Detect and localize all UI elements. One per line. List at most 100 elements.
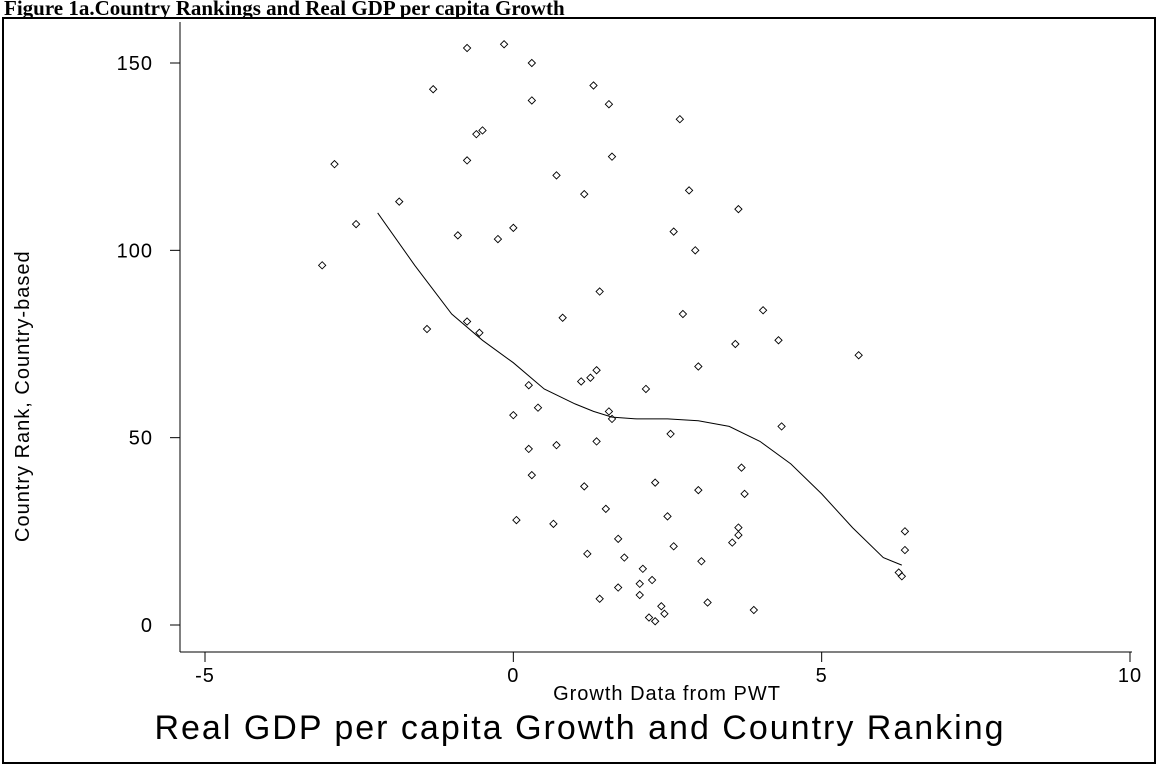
page-heading: Figure 1a.Country Rankings and Real GDP … (4, 0, 565, 18)
data-point (749, 605, 759, 615)
data-point (462, 156, 472, 165)
axes (179, 22, 1132, 653)
data-point (758, 306, 768, 315)
data-point (734, 204, 743, 214)
data-point (607, 152, 617, 161)
data-point (586, 373, 595, 382)
data-point (737, 463, 746, 472)
data-point (638, 564, 648, 574)
data-point (613, 534, 623, 544)
data-point (734, 530, 743, 540)
data-point (527, 470, 537, 480)
data-point (635, 579, 644, 589)
data-point (650, 617, 660, 626)
x-tick-label: -5 (195, 665, 215, 687)
data-point (660, 609, 669, 618)
data-point (549, 519, 558, 529)
data-point (854, 351, 863, 360)
data-point (462, 317, 472, 326)
data-point (453, 231, 463, 240)
data-point (669, 227, 678, 236)
data-point (428, 84, 438, 94)
data-point (669, 542, 678, 551)
data-point (583, 549, 592, 559)
data-point (897, 572, 907, 581)
trend-line-group (377, 212, 902, 566)
data-point (512, 515, 521, 525)
trend-line (377, 212, 902, 566)
data-point (657, 602, 666, 611)
data-point (395, 197, 404, 206)
chart-frame (2, 17, 1156, 764)
data-point (647, 575, 657, 585)
chart-title: Real GDP per capita Growth and Country R… (154, 709, 1006, 747)
data-point (694, 485, 703, 495)
y-ticks: 0 50 100 150 (117, 53, 180, 637)
data-point (644, 613, 654, 622)
data-point (552, 440, 561, 450)
data-point (703, 598, 712, 607)
x-tick-label: 5 (816, 665, 828, 687)
data-point (675, 114, 685, 124)
data-point (493, 234, 503, 244)
data-point (472, 129, 481, 139)
data-point (592, 437, 601, 446)
data-point (613, 583, 623, 592)
data-point (462, 43, 472, 53)
x-ticks: -5 0 5 10 (195, 652, 1142, 687)
data-point (900, 527, 910, 536)
data-point (650, 478, 660, 487)
data-point (351, 219, 361, 229)
y-axis-label: Country Rank, Country-based (12, 250, 34, 542)
data-point (666, 429, 675, 439)
data-point (524, 444, 533, 454)
data-point (604, 99, 614, 109)
x-tick-label: 10 (1118, 665, 1142, 687)
data-point (740, 489, 749, 499)
y-tick-label: 100 (117, 240, 153, 262)
data-point (595, 594, 604, 604)
data-point (589, 81, 598, 90)
data-point (691, 246, 700, 255)
data-point (620, 553, 629, 562)
data-point (731, 339, 740, 349)
data-point (734, 523, 743, 532)
data-point (533, 403, 543, 412)
x-tick-label: 0 (507, 665, 519, 687)
data-point (580, 482, 589, 491)
data-point (422, 324, 432, 334)
data-point (330, 159, 339, 169)
data-points (317, 40, 910, 626)
data-point (663, 512, 672, 521)
data-point (524, 380, 533, 390)
data-point (777, 422, 786, 431)
data-point (576, 377, 586, 386)
data-point (601, 504, 611, 514)
data-point (478, 126, 487, 135)
x-axis-label: Growth Data from PWT (553, 683, 781, 705)
y-tick-label: 0 (141, 615, 153, 637)
data-point (694, 362, 703, 371)
data-point (641, 384, 651, 394)
data-point (475, 328, 484, 337)
data-point (894, 568, 903, 577)
data-point (678, 309, 688, 319)
data-point (558, 313, 567, 323)
data-point (635, 590, 644, 600)
y-tick-label: 50 (129, 428, 153, 450)
data-point (900, 545, 910, 555)
data-point (684, 186, 694, 195)
y-tick-label: 150 (117, 53, 153, 75)
data-point (604, 407, 614, 416)
data-point (697, 557, 706, 566)
data-point (728, 538, 737, 547)
data-point (527, 58, 537, 68)
data-point (580, 189, 589, 199)
data-point (509, 223, 518, 233)
data-point (317, 261, 327, 270)
data-point (552, 171, 561, 180)
data-point (509, 410, 518, 420)
data-point (774, 336, 783, 345)
data-point (595, 287, 604, 296)
